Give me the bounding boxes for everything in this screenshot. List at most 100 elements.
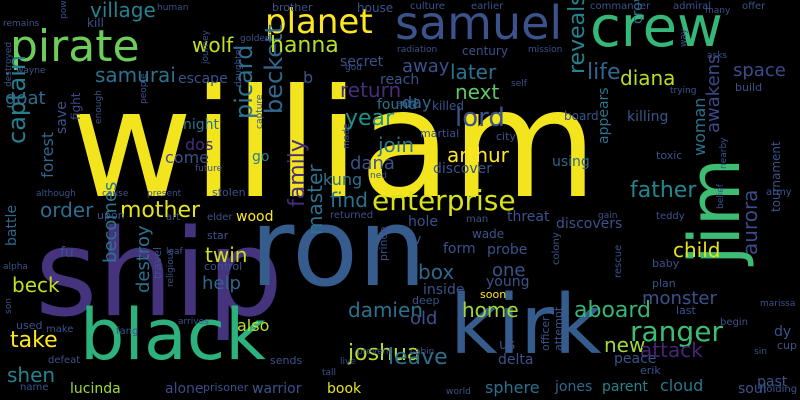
cloud-word-new: new: [604, 333, 646, 357]
cloud-word-samurai: samurai: [95, 63, 176, 87]
cloud-word-aurora: aurora: [738, 189, 762, 255]
cloud-word-toxic: toxic: [656, 149, 683, 162]
cloud-word-escape: escape: [178, 71, 228, 87]
cloud-word-dy: dy: [774, 324, 792, 340]
cloud-word-cup: cup: [777, 339, 798, 352]
cloud-word-son: son: [4, 298, 14, 314]
cloud-word-monster: monster: [642, 288, 717, 309]
cloud-word-century: century: [462, 44, 508, 58]
cloud-word-woman: woman: [690, 97, 709, 156]
cloud-word-tournament: tournament: [769, 141, 783, 212]
cloud-word-elder: elder: [207, 212, 233, 223]
cloud-word-away: away: [402, 56, 450, 77]
cloud-word-later: later: [450, 60, 497, 84]
cloud-word-plan: plan: [652, 277, 676, 290]
cloud-word-future: future: [195, 164, 223, 174]
cloud-word-old: old: [410, 308, 438, 329]
cloud-word-board: board: [564, 109, 599, 123]
cloud-word-marissa: marissa: [760, 299, 796, 309]
cloud-word-using: using: [552, 154, 590, 170]
cloud-word-prisoner: prisoner: [203, 381, 249, 394]
cloud-word-man: man: [466, 214, 489, 225]
cloud-word-fu: fu: [60, 245, 74, 261]
cloud-word-samuel: samuel: [395, 0, 563, 50]
cloud-word-village: village: [90, 0, 156, 22]
cloud-word-baby: baby: [652, 257, 680, 270]
cloud-word-control: control: [204, 260, 243, 273]
cloud-word-remains: remains: [3, 19, 40, 29]
cloud-word-sends: sends: [270, 354, 303, 367]
cloud-word-lord: lord: [455, 103, 505, 133]
cloud-word-nearby: nearby: [719, 137, 729, 170]
cloud-word-lucinda: lucinda: [70, 381, 121, 397]
cloud-word-hanna: hanna: [270, 33, 339, 58]
cloud-word-begin: begin: [720, 317, 748, 328]
cloud-word-threat: threat: [507, 209, 550, 225]
cloud-word-enough: enough: [94, 90, 104, 124]
cloud-word-b: b: [303, 68, 314, 87]
cloud-word-ship: ship: [35, 205, 284, 344]
cloud-word-capture: capture: [255, 94, 265, 129]
cloud-word-offer: offer: [742, 1, 766, 12]
cloud-word-cloud: cloud: [660, 376, 704, 395]
cloud-word-daughter: daughter: [234, 45, 244, 87]
cloud-word-prince: prince: [377, 226, 390, 261]
cloud-word-crew: crew: [590, 0, 723, 60]
cloud-word-shen: shen: [7, 363, 56, 387]
cloud-word-mission: mission: [528, 45, 563, 55]
cloud-word-warrior: warrior: [252, 381, 302, 397]
cloud-word-present: present: [147, 189, 182, 199]
cloud-word-life: life: [587, 60, 621, 85]
cloud-word-order: order: [40, 198, 94, 222]
cloud-word-day: day: [402, 93, 432, 112]
cloud-word-appears: appears: [596, 87, 612, 144]
cloud-word-night: night: [183, 117, 220, 133]
cloud-word-us: us: [499, 337, 516, 353]
cloud-word-build: build: [735, 81, 763, 94]
cloud-word-next: next: [455, 80, 500, 104]
cloud-word-holding: holding: [760, 384, 798, 395]
cloud-word-box: box: [418, 260, 455, 284]
cloud-word-golden: golden: [240, 34, 271, 44]
cloud-word-journey: journey: [201, 30, 211, 64]
cloud-word-ranger: ranger: [630, 315, 723, 348]
cloud-word-people: people: [139, 73, 149, 104]
cloud-word-colony: colony: [551, 232, 562, 265]
cloud-word-belief: belief: [716, 184, 726, 209]
cloud-word-army: army: [766, 187, 792, 198]
cloud-word-culture: culture: [410, 1, 445, 12]
cloud-word-name: name: [20, 382, 49, 393]
cloud-word-child: child: [673, 238, 721, 262]
cloud-word-save: save: [54, 101, 70, 134]
cloud-word-ron: ron: [250, 186, 427, 311]
cloud-word-made: made: [342, 123, 352, 149]
cloud-word-although: although: [36, 189, 76, 199]
cloud-word-twin: twin: [205, 243, 248, 267]
cloud-word-take: take: [10, 328, 58, 353]
cloud-word-house: house: [357, 1, 394, 15]
cloud-word-join: join: [378, 133, 415, 157]
cloud-word-human: human: [157, 3, 189, 13]
cloud-word-help: help: [202, 273, 241, 294]
cloud-word-pirate: pirate: [10, 21, 140, 72]
cloud-word-officer: officer: [539, 316, 552, 351]
cloud-word-book: book: [327, 381, 362, 397]
cloud-word-go: go: [252, 149, 270, 165]
cloud-word-find: find: [330, 188, 368, 212]
cloud-word-fang: fang: [116, 326, 139, 337]
cloud-word-kung: kung: [323, 170, 363, 189]
cloud-word-radiation: radiation: [397, 45, 438, 55]
cloud-word-ned: ned: [370, 171, 387, 181]
cloud-word-travel: travel: [151, 247, 164, 279]
cloud-word-soon: soon: [480, 288, 507, 301]
cloud-word-wade: wade: [472, 227, 505, 241]
cloud-word-cause: cause: [102, 189, 129, 199]
cloud-word-parent: parent: [602, 379, 648, 395]
cloud-word-peace: peace: [614, 351, 657, 367]
cloud-word-deep: deep: [412, 294, 440, 307]
cloud-word-probe: probe: [487, 242, 528, 258]
cloud-word-reach: reach: [380, 72, 420, 88]
cloud-word-alone: alone: [165, 381, 204, 397]
cloud-word-jones: jones: [555, 379, 593, 395]
